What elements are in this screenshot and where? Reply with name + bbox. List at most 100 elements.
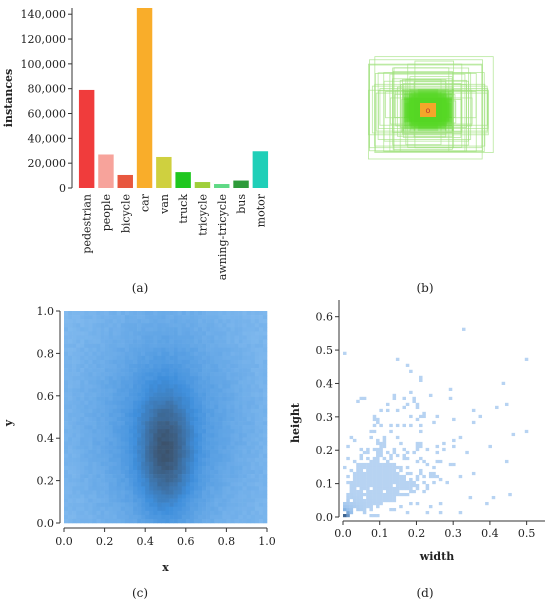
- heatmap-cell: [96, 396, 101, 401]
- heatmap-cell: [262, 465, 268, 471]
- heatmap-cell: [250, 412, 256, 418]
- heatmap-cell: [88, 457, 93, 463]
- heatmap-cell: [226, 445, 231, 450]
- heatmap-cell: [165, 372, 170, 377]
- heatmap-cell: [128, 478, 134, 483]
- heatmap-cell: [214, 490, 219, 495]
- heatmap-cell: [230, 433, 235, 438]
- heatmap-cell: [68, 502, 73, 507]
- heatmap-cell: [356, 492, 360, 497]
- heatmap-cell: [165, 404, 170, 410]
- heatmap-cell: [222, 490, 227, 495]
- heatmap-cell: [137, 506, 142, 512]
- heatmap-cell: [210, 417, 215, 422]
- heatmap-cell: [137, 486, 142, 491]
- heatmap-cell: [385, 459, 390, 464]
- heatmap-cell: [149, 396, 154, 401]
- heatmap-cell: [112, 441, 118, 446]
- heatmap-cell: [100, 470, 105, 475]
- heatmap-cell: [145, 510, 150, 516]
- heatmap-cell: [210, 380, 215, 385]
- heatmap-cell: [389, 480, 393, 485]
- heatmap-cell: [218, 323, 223, 328]
- heatmap-cell: [120, 368, 126, 373]
- heatmap-cell: [202, 380, 207, 385]
- heatmap-cell: [76, 465, 81, 471]
- heatmap-cell: [210, 518, 215, 524]
- heatmap-cell: [376, 498, 380, 503]
- heatmap-cell: [382, 438, 387, 443]
- heatmap-cell: [181, 376, 187, 381]
- heatmap-cell: [153, 343, 158, 348]
- heatmap-cell: [165, 474, 170, 479]
- heatmap-cell: [68, 437, 73, 442]
- heatmap-cell: [72, 482, 77, 487]
- heatmap-cell: [246, 364, 252, 369]
- heatmap-cell: [157, 355, 162, 361]
- heatmap-cell: [242, 437, 247, 442]
- heatmap-cell: [250, 351, 256, 357]
- heatmap-cell: [88, 441, 93, 446]
- heatmap-cell: [124, 437, 130, 442]
- heatmap-cell: [92, 518, 97, 524]
- heatmap-cell: [185, 465, 191, 471]
- heatmap-cell: [92, 376, 97, 381]
- heatmap-cell: [250, 514, 256, 520]
- heatmap-cell: [137, 323, 142, 328]
- heatmap-cell: [80, 404, 85, 410]
- heatmap-cell: [238, 433, 243, 438]
- heatmap-cell: [112, 335, 118, 340]
- heatmap-cell: [202, 368, 207, 373]
- y-tick-label: 0.8: [37, 347, 55, 360]
- heatmap-cell: [92, 421, 97, 426]
- heatmap-cell: [108, 343, 114, 348]
- heatmap-cell: [76, 486, 81, 491]
- heatmap-cell: [185, 343, 191, 348]
- heatmap-cell: [120, 441, 126, 446]
- heatmap-cell: [193, 486, 199, 491]
- heatmap-cell: [141, 514, 146, 520]
- heatmap-cell: [173, 449, 178, 454]
- heatmap-cell: [149, 376, 154, 381]
- heatmap-cell: [234, 510, 239, 516]
- heatmap-cell: [104, 315, 109, 320]
- heatmap-cell: [419, 429, 423, 434]
- heatmap-cell: [76, 429, 81, 434]
- heatmap-cell: [412, 489, 416, 494]
- heatmap-cell: [185, 429, 191, 434]
- heatmap-cell: [202, 482, 207, 487]
- heatmap-cell: [68, 441, 73, 446]
- heatmap-cell: [214, 449, 219, 454]
- heatmap-cell: [137, 311, 142, 316]
- heatmap-cell: [145, 384, 150, 389]
- heatmap-cell: [120, 502, 126, 507]
- heatmap-cell: [356, 489, 360, 494]
- heatmap-cell: [104, 482, 109, 487]
- heatmap-cell: [157, 327, 162, 332]
- heatmap-cell: [149, 441, 154, 446]
- heatmap-cell: [376, 465, 380, 470]
- heatmap-cell: [362, 396, 367, 401]
- heatmap-cell: [137, 359, 142, 365]
- heatmap-cell: [226, 482, 231, 487]
- heatmap-cell: [137, 441, 142, 446]
- heatmap-cell: [226, 404, 231, 410]
- heatmap-cell: [226, 364, 231, 369]
- heatmap-cell: [206, 364, 211, 369]
- heatmap-cell: [226, 461, 231, 467]
- heatmap-cell: [165, 502, 170, 507]
- heatmap-cell: [133, 437, 138, 442]
- heatmap-cell: [104, 412, 109, 418]
- heatmap-cell: [145, 502, 150, 507]
- heatmap-cell: [120, 437, 126, 442]
- heatmap-cell: [471, 471, 476, 476]
- heatmap-cell: [169, 417, 174, 422]
- heatmap-cell: [189, 457, 195, 463]
- heatmap-cell: [230, 372, 235, 377]
- heatmap-cell: [104, 470, 109, 475]
- heatmap-cell: [262, 490, 268, 495]
- heatmap-cell: [104, 510, 109, 516]
- heatmap-cell: [197, 343, 203, 348]
- heatmap-cell: [169, 408, 174, 414]
- heatmap-cell: [193, 510, 199, 516]
